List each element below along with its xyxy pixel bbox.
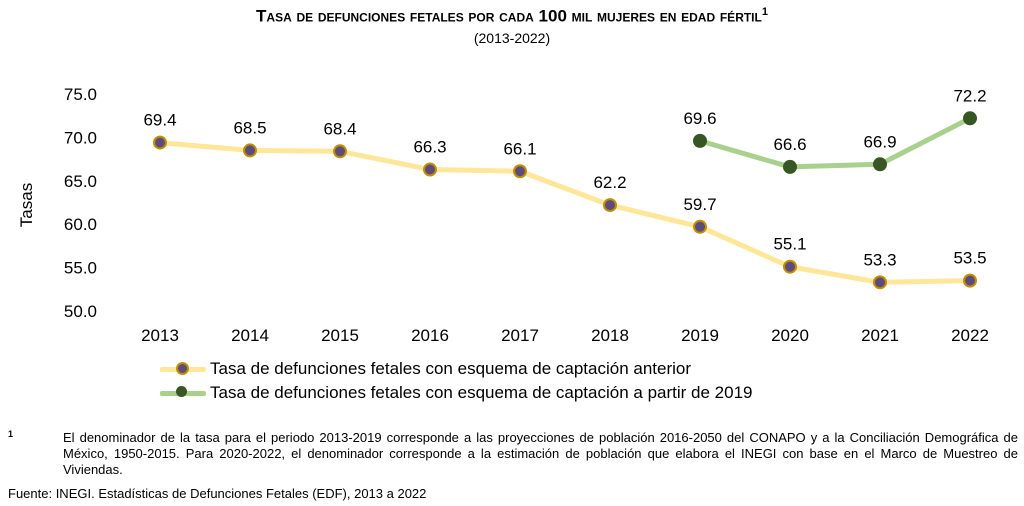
chart-title-text: Tasa de defunciones fetales por cada 100… <box>256 6 762 26</box>
x-tick-label: 2018 <box>591 326 629 345</box>
data-point <box>963 273 977 288</box>
data-label: 66.3 <box>413 138 446 157</box>
chart-subtitle: (2013-2022) <box>473 30 551 46</box>
data-point <box>513 164 527 179</box>
data-label: 68.4 <box>323 119 356 138</box>
x-tick-label: 2014 <box>231 326 269 345</box>
legend-item-anterior: Tasa de defunciones fetales con esquema … <box>160 357 752 381</box>
data-label: 62.2 <box>593 173 626 192</box>
data-point <box>603 198 617 213</box>
y-tick-label: 50.0 <box>64 302 97 321</box>
data-label: 53.3 <box>863 250 896 269</box>
data-label: 59.7 <box>683 195 716 214</box>
data-label: 66.1 <box>503 139 536 158</box>
x-tick-label: 2022 <box>951 326 989 345</box>
x-tick-label: 2017 <box>501 326 539 345</box>
data-point <box>693 133 707 148</box>
legend-symbol-anterior <box>160 359 206 379</box>
legend: Tasa de defunciones fetales con esquema … <box>160 357 752 405</box>
data-point <box>333 144 347 159</box>
y-tick-label: 60.0 <box>64 215 97 234</box>
data-point <box>783 259 797 274</box>
data-label: 69.6 <box>683 109 716 128</box>
data-label: 69.4 <box>143 111 176 130</box>
data-point <box>873 157 887 172</box>
y-tick-label: 65.0 <box>64 172 97 191</box>
legend-item-2019: Tasa de defunciones fetales con esquema … <box>160 381 752 405</box>
data-label: 66.9 <box>863 132 896 151</box>
y-tick-label: 70.0 <box>64 128 97 147</box>
x-tick-label: 2020 <box>771 326 809 345</box>
y-tick-label: 55.0 <box>64 259 97 278</box>
x-tick-label: 2021 <box>861 326 899 345</box>
data-label: 68.5 <box>233 118 266 137</box>
source-note: Fuente: INEGI. Estadísticas de Defuncion… <box>8 486 427 501</box>
data-point <box>783 159 797 174</box>
legend-symbol-2019 <box>160 383 206 403</box>
chart-title: Tasa de defunciones fetales por cada 100… <box>0 6 1024 27</box>
y-tick-label: 75.0 <box>64 85 97 104</box>
data-label: 53.5 <box>953 249 986 268</box>
data-point <box>693 219 707 234</box>
plot-area: Tasas 50.0 55.0 60.0 65.0 70.0 75.0 2013 2014 201… <box>17 85 989 345</box>
legend-label-anterior: Tasa de defunciones fetales con esquema … <box>210 359 692 378</box>
legend-label-2019: Tasa de defunciones fetales con esquema … <box>210 383 753 402</box>
data-point <box>423 162 437 177</box>
series-line-0 <box>157 140 973 285</box>
footnote-text: El denominador de la tasa para el period… <box>63 430 1018 477</box>
series-line-1 <box>697 115 973 170</box>
data-label: 55.1 <box>773 235 806 254</box>
x-tick-label: 2016 <box>411 326 449 345</box>
x-tick-label: 2013 <box>141 326 179 345</box>
data-point <box>873 275 887 290</box>
y-axis-label: Tasas <box>17 183 36 227</box>
x-tick-label: 2019 <box>681 326 719 345</box>
data-label: 66.6 <box>773 135 806 154</box>
footnote-mark: 1 <box>8 429 14 439</box>
title-footnote-mark: 1 <box>761 6 768 18</box>
data-label: 72.2 <box>953 86 986 105</box>
data-point <box>153 135 167 150</box>
data-point <box>963 111 977 126</box>
data-point <box>243 143 257 158</box>
x-tick-label: 2015 <box>321 326 359 345</box>
